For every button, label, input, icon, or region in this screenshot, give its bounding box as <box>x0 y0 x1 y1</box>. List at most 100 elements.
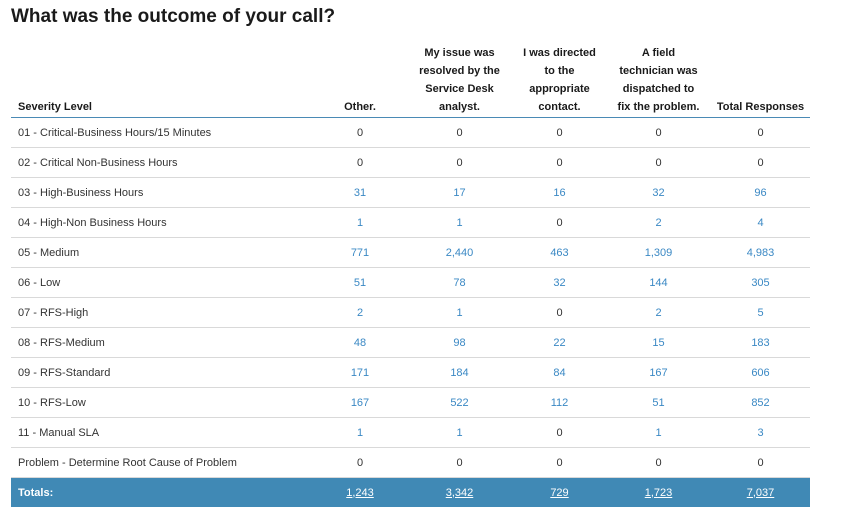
resolved-by-service-desk-count[interactable]: 1 <box>406 417 513 448</box>
other-count[interactable]: 1 <box>314 417 406 448</box>
page-title: What was the outcome of your call? <box>11 6 336 27</box>
table-row: 03 - High-Business Hours 31 17 16 32 96 <box>11 177 810 208</box>
header-line: fix the problem. <box>617 101 700 113</box>
header-line: to the <box>544 65 575 77</box>
directed-to-contact-count[interactable]: 16 <box>513 177 606 208</box>
total-responses-count[interactable]: 3 <box>711 417 810 448</box>
other-count: 0 <box>314 147 406 178</box>
totals-row: Totals: 1,243 3,342 729 1,723 7,037 <box>11 477 810 507</box>
other-count[interactable]: 48 <box>314 327 406 358</box>
directed-to-contact-count[interactable]: 22 <box>513 327 606 358</box>
other-count: 0 <box>314 117 406 148</box>
resolved-by-service-desk-count[interactable]: 184 <box>406 357 513 388</box>
severity-level-cell: 03 - High-Business Hours <box>11 177 314 208</box>
table-row: Problem - Determine Root Cause of Proble… <box>11 447 810 478</box>
directed-to-contact-count: 0 <box>513 417 606 448</box>
directed-to-contact-count: 0 <box>513 447 606 478</box>
header-line: I was directed <box>523 47 596 59</box>
directed-to-contact-count: 0 <box>513 207 606 238</box>
totals-label: Totals: <box>11 477 314 507</box>
directed-to-contact-total[interactable]: 729 <box>513 477 606 507</box>
field-technician-dispatched-count[interactable]: 1,309 <box>606 237 711 268</box>
header-field-technician-dispatched: A field technician was dispatched to fix th… <box>606 44 711 118</box>
directed-to-contact-count[interactable]: 84 <box>513 357 606 388</box>
table-row: 11 - Manual SLA 1 1 0 1 3 <box>11 417 810 448</box>
total-responses-total[interactable]: 7,037 <box>711 477 810 507</box>
other-total[interactable]: 1,243 <box>314 477 406 507</box>
other-count[interactable]: 1 <box>314 207 406 238</box>
header-line: technician was <box>619 65 698 77</box>
directed-to-contact-count: 0 <box>513 297 606 328</box>
resolved-by-service-desk-count[interactable]: 1 <box>406 297 513 328</box>
field-technician-dispatched-count[interactable]: 2 <box>606 297 711 328</box>
field-technician-dispatched-total[interactable]: 1,723 <box>606 477 711 507</box>
table-row: 02 - Critical Non-Business Hours 0 0 0 0 0 <box>11 147 810 178</box>
severity-level-cell: 05 - Medium <box>11 237 314 268</box>
header-row: Severity Level Other. My issue was resolved… <box>11 44 810 118</box>
header-severity-level: Severity Level <box>11 44 314 118</box>
field-technician-dispatched-count[interactable]: 167 <box>606 357 711 388</box>
field-technician-dispatched-count[interactable]: 51 <box>606 387 711 418</box>
total-responses-count[interactable]: 606 <box>711 357 810 388</box>
other-count[interactable]: 31 <box>314 177 406 208</box>
header-resolved-by-service-desk: My issue was resolved by the Service Desk a… <box>406 44 513 118</box>
header-line: dispatched to <box>622 83 695 95</box>
field-technician-dispatched-count[interactable]: 144 <box>606 267 711 298</box>
severity-level-cell: 07 - RFS-High <box>11 297 314 328</box>
other-count[interactable]: 2 <box>314 297 406 328</box>
directed-to-contact-count[interactable]: 463 <box>513 237 606 268</box>
field-technician-dispatched-count[interactable]: 1 <box>606 417 711 448</box>
severity-level-cell: 09 - RFS-Standard <box>11 357 314 388</box>
field-technician-dispatched-count: 0 <box>606 447 711 478</box>
total-responses-count[interactable]: 4,983 <box>711 237 810 268</box>
other-count[interactable]: 171 <box>314 357 406 388</box>
header-directed-to-contact: I was directed to the appropriate contact. <box>513 44 606 118</box>
header-line: resolved by the <box>419 65 500 77</box>
total-responses-count[interactable]: 96 <box>711 177 810 208</box>
other-count[interactable]: 167 <box>314 387 406 418</box>
directed-to-contact-count[interactable]: 32 <box>513 267 606 298</box>
total-responses-count[interactable]: 183 <box>711 327 810 358</box>
directed-to-contact-count[interactable]: 112 <box>513 387 606 418</box>
total-responses-count[interactable]: 4 <box>711 207 810 238</box>
table-body: 01 - Critical-Business Hours/15 Minutes 0… <box>11 117 810 507</box>
other-count[interactable]: 51 <box>314 267 406 298</box>
resolved-by-service-desk-count[interactable]: 98 <box>406 327 513 358</box>
header-line: Other. <box>344 101 376 113</box>
other-count[interactable]: 771 <box>314 237 406 268</box>
resolved-by-service-desk-count[interactable]: 1 <box>406 207 513 238</box>
total-responses-count: 0 <box>711 117 810 148</box>
resolved-by-service-desk-count: 0 <box>406 447 513 478</box>
header-line: Severity Level <box>18 101 92 113</box>
resolved-by-service-desk-count[interactable]: 2,440 <box>406 237 513 268</box>
severity-level-cell: 10 - RFS-Low <box>11 387 314 418</box>
table-row: 07 - RFS-High 2 1 0 2 5 <box>11 297 810 328</box>
total-responses-count[interactable]: 852 <box>711 387 810 418</box>
outcome-table: Severity Level Other. My issue was resolved… <box>11 44 810 507</box>
field-technician-dispatched-count[interactable]: 15 <box>606 327 711 358</box>
resolved-by-service-desk-count[interactable]: 522 <box>406 387 513 418</box>
table-row: 09 - RFS-Standard 171 184 84 167 606 <box>11 357 810 388</box>
header-line: A field <box>641 47 676 59</box>
directed-to-contact-count: 0 <box>513 117 606 148</box>
resolved-by-service-desk-total[interactable]: 3,342 <box>406 477 513 507</box>
header-total-responses: Total Responses <box>711 44 810 118</box>
severity-level-cell: Problem - Determine Root Cause of Proble… <box>11 447 314 478</box>
table-row: 10 - RFS-Low 167 522 112 51 852 <box>11 387 810 418</box>
resolved-by-service-desk-count: 0 <box>406 117 513 148</box>
directed-to-contact-count: 0 <box>513 147 606 178</box>
resolved-by-service-desk-count[interactable]: 78 <box>406 267 513 298</box>
header-line: appropriate <box>529 83 590 95</box>
total-responses-count[interactable]: 305 <box>711 267 810 298</box>
header-line: My issue was <box>424 47 495 59</box>
total-responses-count[interactable]: 5 <box>711 297 810 328</box>
resolved-by-service-desk-count: 0 <box>406 147 513 178</box>
field-technician-dispatched-count[interactable]: 2 <box>606 207 711 238</box>
resolved-by-service-desk-count[interactable]: 17 <box>406 177 513 208</box>
field-technician-dispatched-count[interactable]: 32 <box>606 177 711 208</box>
header-line: analyst. <box>439 101 480 113</box>
table-row: 08 - RFS-Medium 48 98 22 15 183 <box>11 327 810 358</box>
table-row: 05 - Medium 771 2,440 463 1,309 4,983 <box>11 237 810 268</box>
severity-level-cell: 08 - RFS-Medium <box>11 327 314 358</box>
field-technician-dispatched-count: 0 <box>606 117 711 148</box>
